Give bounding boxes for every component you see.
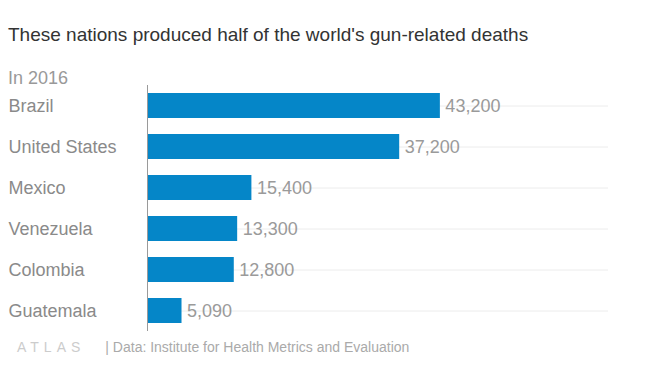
html-text:ATLAS: ATLAS (17, 339, 86, 355)
svg-text:37,200: 37,200 (405, 137, 460, 157)
svg-text:13,300: 13,300 (243, 219, 298, 239)
svg-text:Colombia: Colombia (9, 260, 86, 280)
html-text:These nations produced half of: These nations produced half of the world… (8, 24, 529, 45)
svg-text:Guatemala: Guatemala (9, 301, 98, 321)
svg-text:15,400: 15,400 (257, 178, 312, 198)
svg-text:Brazil: Brazil (9, 96, 54, 116)
svg-text:Mexico: Mexico (9, 178, 66, 198)
svg-text:5,090: 5,090 (187, 301, 232, 321)
svg-text:12,800: 12,800 (239, 260, 294, 280)
html-text:| Data: Institute for Health M: | Data: Institute for Health Metrics and… (105, 339, 410, 355)
svg-text:Venezuela: Venezuela (9, 219, 94, 239)
html-text:In 2016: In 2016 (8, 68, 69, 88)
svg-text:United States: United States (9, 137, 117, 157)
svg-text:43,200: 43,200 (445, 96, 500, 116)
